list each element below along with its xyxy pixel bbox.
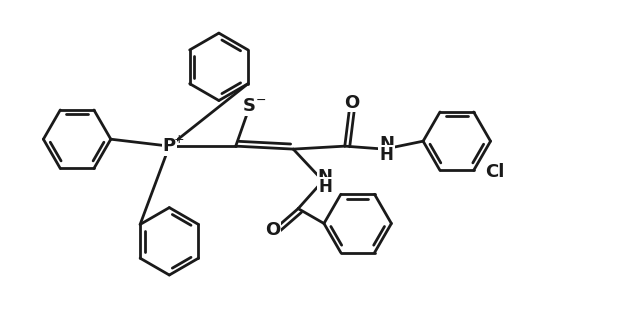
Text: O: O <box>344 94 359 111</box>
Text: N: N <box>317 168 332 186</box>
Text: H: H <box>380 146 394 164</box>
Text: +: + <box>174 133 184 146</box>
Text: Cl: Cl <box>486 163 505 181</box>
Text: H: H <box>318 178 332 196</box>
Text: P: P <box>163 137 176 155</box>
Text: S: S <box>243 98 256 115</box>
Text: −: − <box>255 94 266 107</box>
Text: O: O <box>265 221 280 239</box>
Text: N: N <box>379 135 394 153</box>
